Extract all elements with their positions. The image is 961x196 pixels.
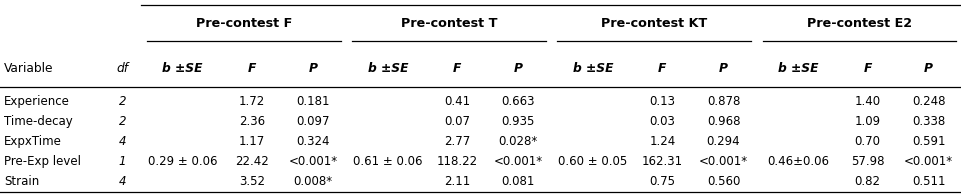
Text: 1.24: 1.24 [649, 135, 675, 148]
Text: F: F [657, 62, 666, 75]
Text: 57.98: 57.98 [850, 155, 883, 168]
Text: 0.181: 0.181 [296, 95, 330, 108]
Text: 4: 4 [118, 135, 126, 148]
Text: 0.878: 0.878 [706, 95, 739, 108]
Text: 1: 1 [118, 155, 126, 168]
Text: Pre-contest T: Pre-contest T [401, 17, 497, 30]
Text: b ±SE: b ±SE [777, 62, 818, 75]
Text: df: df [116, 62, 129, 75]
Text: 1.40: 1.40 [853, 95, 879, 108]
Text: 1.72: 1.72 [238, 95, 265, 108]
Text: 1.09: 1.09 [853, 115, 879, 128]
Text: Variable: Variable [4, 62, 53, 75]
Text: <0.001*: <0.001* [699, 155, 748, 168]
Text: P: P [718, 62, 727, 75]
Text: 0.968: 0.968 [706, 115, 740, 128]
Text: 2: 2 [118, 115, 126, 128]
Text: <0.001*: <0.001* [903, 155, 952, 168]
Text: 0.560: 0.560 [706, 175, 739, 188]
Text: P: P [308, 62, 317, 75]
Text: 118.22: 118.22 [436, 155, 478, 168]
Text: 0.248: 0.248 [911, 95, 945, 108]
Text: 0.338: 0.338 [911, 115, 945, 128]
Text: Experience: Experience [4, 95, 69, 108]
Text: Time-decay: Time-decay [4, 115, 72, 128]
Text: 0.46±0.06: 0.46±0.06 [767, 155, 828, 168]
Text: 0.935: 0.935 [501, 115, 534, 128]
Text: P: P [924, 62, 932, 75]
Text: 0.29 ± 0.06: 0.29 ± 0.06 [148, 155, 217, 168]
Text: 2.11: 2.11 [444, 175, 470, 188]
Text: 0.13: 0.13 [649, 95, 675, 108]
Text: <0.001*: <0.001* [493, 155, 542, 168]
Text: F: F [453, 62, 461, 75]
Text: 0.70: 0.70 [853, 135, 879, 148]
Text: 0.03: 0.03 [649, 115, 675, 128]
Text: F: F [248, 62, 256, 75]
Text: 0.60 ± 0.05: 0.60 ± 0.05 [557, 155, 627, 168]
Text: 0.41: 0.41 [444, 95, 470, 108]
Text: ExpxTime: ExpxTime [4, 135, 62, 148]
Text: b ±SE: b ±SE [572, 62, 613, 75]
Text: 0.028*: 0.028* [498, 135, 537, 148]
Text: 4: 4 [118, 175, 126, 188]
Text: 162.31: 162.31 [641, 155, 682, 168]
Text: Pre-contest E2: Pre-contest E2 [806, 17, 911, 30]
Text: <0.001*: <0.001* [288, 155, 337, 168]
Text: 0.61 ± 0.06: 0.61 ± 0.06 [353, 155, 422, 168]
Text: 1.17: 1.17 [238, 135, 265, 148]
Text: 0.081: 0.081 [501, 175, 534, 188]
Text: Strain: Strain [4, 175, 39, 188]
Text: 0.097: 0.097 [296, 115, 330, 128]
Text: 2: 2 [118, 95, 126, 108]
Text: P: P [513, 62, 522, 75]
Text: 0.324: 0.324 [296, 135, 330, 148]
Text: Pre-contest KT: Pre-contest KT [601, 17, 706, 30]
Text: F: F [862, 62, 871, 75]
Text: Pre-contest F: Pre-contest F [195, 17, 292, 30]
Text: 0.07: 0.07 [444, 115, 470, 128]
Text: 2.36: 2.36 [238, 115, 265, 128]
Text: 3.52: 3.52 [238, 175, 264, 188]
Text: 0.663: 0.663 [501, 95, 534, 108]
Text: 0.82: 0.82 [853, 175, 879, 188]
Text: 0.294: 0.294 [706, 135, 740, 148]
Text: b ±SE: b ±SE [162, 62, 203, 75]
Text: 2.77: 2.77 [444, 135, 470, 148]
Text: 0.511: 0.511 [911, 175, 945, 188]
Text: 0.008*: 0.008* [293, 175, 333, 188]
Text: 0.75: 0.75 [649, 175, 675, 188]
Text: 0.591: 0.591 [911, 135, 945, 148]
Text: Pre-Exp level: Pre-Exp level [4, 155, 81, 168]
Text: b ±SE: b ±SE [367, 62, 407, 75]
Text: 22.42: 22.42 [234, 155, 268, 168]
